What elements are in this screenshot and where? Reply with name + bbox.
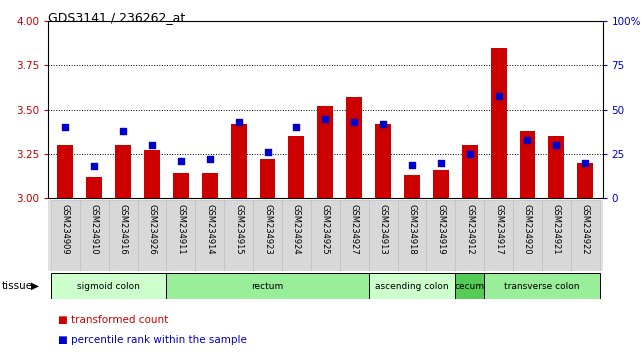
- Text: tissue: tissue: [1, 281, 33, 291]
- Bar: [433, 170, 449, 198]
- Bar: [462, 145, 478, 198]
- Bar: [455, 273, 484, 299]
- Text: GSM234915: GSM234915: [234, 204, 243, 254]
- Bar: [426, 200, 455, 271]
- Bar: [231, 124, 247, 198]
- Bar: [51, 200, 80, 271]
- Text: cecum: cecum: [454, 282, 485, 291]
- Bar: [51, 273, 167, 299]
- Bar: [48, 200, 603, 271]
- Text: sigmoid colon: sigmoid colon: [78, 282, 140, 291]
- Text: GSM234911: GSM234911: [176, 204, 185, 254]
- Text: GSM234921: GSM234921: [552, 204, 561, 254]
- Bar: [519, 131, 535, 198]
- Bar: [224, 200, 253, 271]
- Bar: [282, 200, 311, 271]
- Point: [436, 160, 446, 166]
- Point: [494, 93, 504, 98]
- Text: GSM234916: GSM234916: [119, 204, 128, 254]
- Bar: [109, 200, 138, 271]
- Bar: [346, 97, 362, 198]
- Text: GSM234927: GSM234927: [350, 204, 359, 254]
- Bar: [455, 200, 484, 271]
- Text: GSM234924: GSM234924: [292, 204, 301, 254]
- Bar: [58, 145, 73, 198]
- Bar: [578, 163, 593, 198]
- Bar: [288, 136, 304, 198]
- Text: GSM234917: GSM234917: [494, 204, 503, 254]
- Bar: [397, 200, 426, 271]
- Bar: [87, 177, 102, 198]
- Point: [89, 164, 99, 169]
- Bar: [375, 124, 391, 198]
- Text: GSM234920: GSM234920: [523, 204, 532, 254]
- Text: GSM234922: GSM234922: [581, 204, 590, 254]
- Bar: [490, 48, 506, 198]
- Text: ▶: ▶: [31, 281, 38, 291]
- Bar: [260, 159, 276, 198]
- Point: [176, 158, 186, 164]
- Bar: [570, 200, 599, 271]
- Point: [118, 128, 128, 134]
- Point: [580, 160, 590, 166]
- Bar: [167, 200, 196, 271]
- Bar: [253, 200, 282, 271]
- Text: GSM234925: GSM234925: [320, 204, 330, 254]
- Bar: [513, 200, 542, 271]
- Bar: [369, 200, 397, 271]
- Bar: [404, 175, 420, 198]
- Text: ascending colon: ascending colon: [375, 282, 449, 291]
- Point: [147, 142, 157, 148]
- Text: GSM234914: GSM234914: [205, 204, 214, 254]
- Point: [378, 121, 388, 127]
- Bar: [196, 200, 224, 271]
- Text: transverse colon: transverse colon: [504, 282, 579, 291]
- Bar: [80, 200, 109, 271]
- Text: GSM234913: GSM234913: [379, 204, 388, 254]
- Bar: [202, 173, 218, 198]
- Text: GSM234926: GSM234926: [147, 204, 156, 254]
- Bar: [173, 173, 189, 198]
- Point: [60, 125, 71, 130]
- Point: [320, 116, 330, 121]
- Bar: [340, 200, 369, 271]
- Text: GSM234923: GSM234923: [263, 204, 272, 254]
- Bar: [317, 106, 333, 198]
- Bar: [311, 200, 340, 271]
- Text: rectum: rectum: [251, 282, 284, 291]
- Text: GSM234909: GSM234909: [61, 204, 70, 254]
- Point: [349, 119, 360, 125]
- Point: [522, 137, 533, 143]
- Text: ■ percentile rank within the sample: ■ percentile rank within the sample: [58, 335, 247, 345]
- Point: [465, 151, 475, 157]
- Bar: [138, 200, 167, 271]
- Bar: [484, 273, 599, 299]
- Point: [551, 142, 562, 148]
- Bar: [484, 200, 513, 271]
- Bar: [549, 136, 564, 198]
- Text: GSM234912: GSM234912: [465, 204, 474, 254]
- Bar: [167, 273, 369, 299]
- Point: [291, 125, 301, 130]
- Text: GSM234919: GSM234919: [437, 204, 445, 254]
- Bar: [542, 200, 570, 271]
- Bar: [144, 150, 160, 198]
- Bar: [115, 145, 131, 198]
- Point: [262, 149, 272, 155]
- Point: [407, 162, 417, 167]
- Point: [204, 156, 215, 162]
- Text: GDS3141 / 236262_at: GDS3141 / 236262_at: [48, 11, 185, 24]
- Point: [233, 119, 244, 125]
- Text: GSM234910: GSM234910: [90, 204, 99, 254]
- Text: ■ transformed count: ■ transformed count: [58, 315, 168, 325]
- Text: GSM234918: GSM234918: [408, 204, 417, 254]
- Bar: [369, 273, 455, 299]
